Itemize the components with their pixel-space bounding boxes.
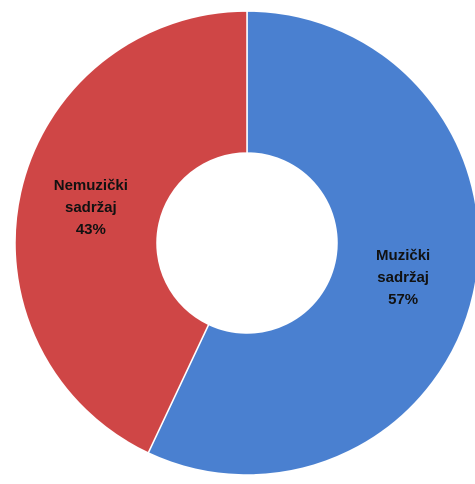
segment-label: Muzički sadržaj 57% [358, 245, 448, 311]
donut-segment [14, 10, 248, 454]
value-label: 43% [75, 221, 106, 239]
category-label: Muzički sadržaj [376, 246, 431, 286]
donut-segment [147, 10, 475, 476]
value-label: 57% [388, 290, 419, 308]
segment-label: Nemuzički sadržaj 43% [46, 175, 136, 241]
category-label: Nemuzički sadržaj [53, 177, 128, 217]
